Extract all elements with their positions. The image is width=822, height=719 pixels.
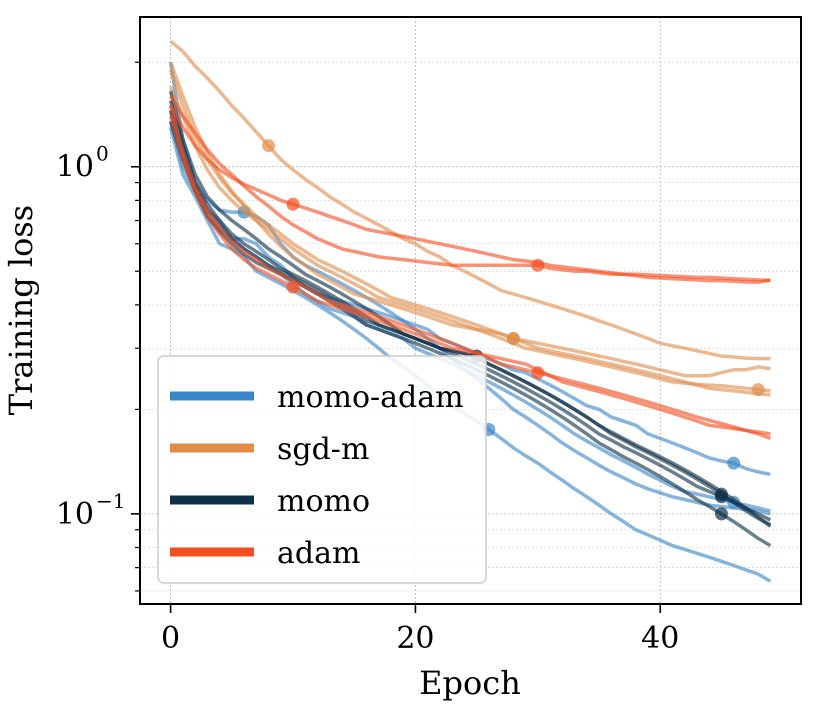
series-marker-momo [714, 507, 728, 521]
x-axis-label: Epoch [419, 664, 521, 702]
series-marker-adam [531, 366, 545, 380]
series-marker-momo-adam [727, 456, 741, 470]
series-marker-sgd-m [262, 139, 276, 153]
legend-label-sgd-m: sgd-m [277, 432, 369, 467]
x-tick-label: 20 [396, 621, 434, 656]
y-tick-label: 10 [56, 150, 94, 185]
plot-frame [139, 16, 802, 605]
series-marker-adam [531, 258, 545, 272]
y-tick-exponent: 0 [96, 142, 109, 166]
series-line-sgd-m [168, 69, 771, 397]
series-marker-sgd-m [506, 332, 520, 346]
series-line-adam [169, 94, 771, 283]
series-line-sgd-m [168, 86, 771, 393]
x-tick-label: 40 [641, 621, 679, 656]
y-tick-exponent: −1 [96, 489, 125, 513]
legend-label-adam: adam [277, 536, 360, 571]
y-axis-label: Training loss [2, 205, 40, 415]
x-tick-label: 0 [161, 621, 180, 656]
y-tick-label: 10 [56, 497, 94, 532]
series-marker-adam [286, 197, 300, 211]
legend-label-momo-adam: momo-adam [277, 380, 464, 415]
series-line-adam [168, 105, 772, 441]
legend: momo-adam sgd-m momo adam [157, 355, 487, 584]
legend-label-momo: momo [277, 484, 370, 519]
series-lines [168, 39, 772, 583]
legend-frame [157, 355, 487, 584]
series-line-adam [169, 104, 771, 284]
